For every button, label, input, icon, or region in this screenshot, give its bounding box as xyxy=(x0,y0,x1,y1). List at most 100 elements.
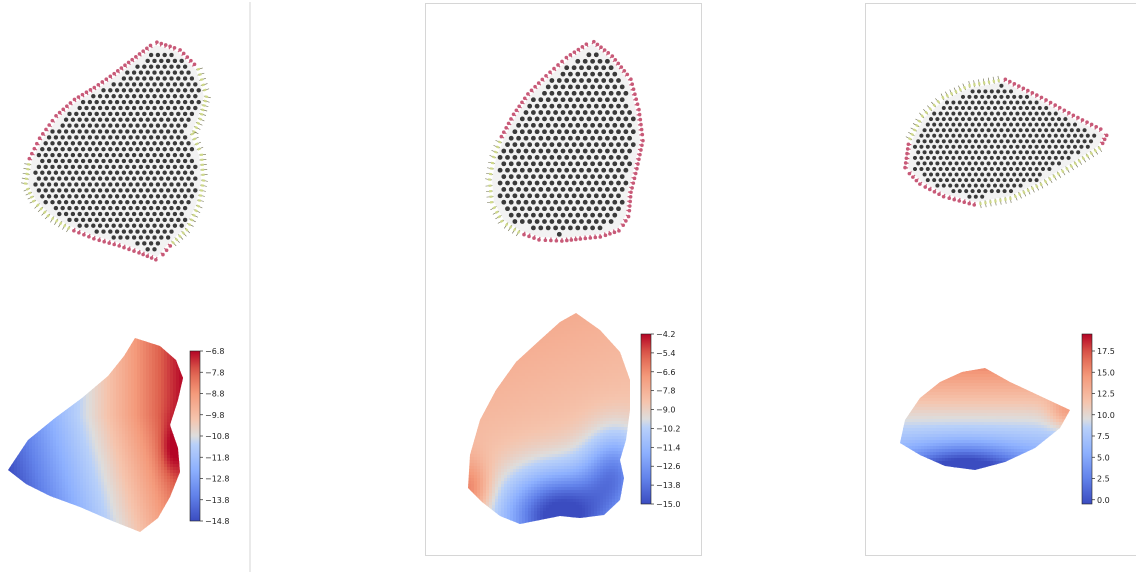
fluid-particle xyxy=(947,116,953,122)
fluid-particle xyxy=(541,192,548,199)
flow-boundary-particle xyxy=(192,137,197,141)
fluid-particle xyxy=(97,187,103,194)
fluid-particle xyxy=(941,171,947,178)
fluid-particle xyxy=(182,99,188,105)
fluid-particle xyxy=(141,146,148,152)
fluid-particle xyxy=(578,218,585,225)
fluid-particle xyxy=(185,69,192,76)
fluid-particle xyxy=(77,211,83,217)
right-colorbar-tick-label: 2.5 xyxy=(1097,475,1110,484)
fluid-particle xyxy=(148,181,154,188)
fluid-particle xyxy=(162,205,168,211)
fluid-particle xyxy=(49,164,56,170)
fluid-particle xyxy=(131,199,137,205)
fluid-particle xyxy=(162,217,168,223)
fluid-particle xyxy=(615,103,622,110)
fluid-particle xyxy=(950,166,956,172)
wall-boundary-particle xyxy=(626,214,631,219)
wall-boundary-particle xyxy=(598,235,603,239)
fluid-particle xyxy=(970,188,976,194)
fluid-particle xyxy=(70,140,76,147)
right-colorbar-tick-label: 15.0 xyxy=(1097,368,1115,377)
flow-boundary-particle xyxy=(174,237,179,242)
fluid-particle xyxy=(593,154,600,161)
fluid-particle xyxy=(172,128,178,135)
fluid-particle xyxy=(165,128,171,135)
fluid-particle xyxy=(938,122,944,128)
fluid-particle xyxy=(989,122,995,128)
fluid-particle xyxy=(545,122,552,129)
fluid-particle xyxy=(541,90,548,97)
fluid-particle xyxy=(80,181,86,188)
fluid-particle xyxy=(1050,160,1056,166)
fluid-particle xyxy=(97,140,103,147)
fluid-particle xyxy=(128,146,134,152)
fluid-particle xyxy=(189,158,195,164)
fluid-particle xyxy=(148,146,154,152)
wall-boundary-particle xyxy=(92,85,97,90)
fluid-particle xyxy=(121,217,127,223)
fluid-particle xyxy=(138,152,144,158)
fluid-particle xyxy=(145,117,151,123)
fluid-particle xyxy=(1050,138,1056,144)
fluid-particle xyxy=(608,128,615,135)
fluid-particle xyxy=(1002,122,1008,128)
fluid-particle xyxy=(582,109,589,116)
right-colorbar-tick-label: 17.5 xyxy=(1097,347,1115,356)
fluid-particle xyxy=(87,111,93,117)
fluid-particle xyxy=(944,122,950,128)
left-colorbar-tick-label: −13.8 xyxy=(205,496,230,505)
wall-boundary-particle xyxy=(44,127,48,132)
fluid-particle xyxy=(1018,127,1024,133)
fluid-particle xyxy=(560,224,566,231)
flow-boundary-particle xyxy=(31,199,36,203)
left-colorbar-tick-label: −10.8 xyxy=(205,432,230,441)
flow-boundary-particle xyxy=(203,99,207,103)
wall-boundary-particle xyxy=(621,223,626,228)
fluid-particle xyxy=(97,211,103,217)
fluid-particle xyxy=(185,105,192,111)
fluid-particle xyxy=(165,81,171,88)
fluid-particle xyxy=(597,173,603,180)
fluid-particle xyxy=(560,83,566,90)
wall-boundary-particle xyxy=(637,157,641,162)
fluid-particle xyxy=(114,134,120,141)
fluid-particle xyxy=(597,148,603,154)
fluid-particle xyxy=(1037,127,1043,133)
fluid-particle xyxy=(162,99,168,105)
wall-boundary-particle xyxy=(628,195,633,199)
fluid-particle xyxy=(541,154,548,161)
fluid-particle xyxy=(578,115,585,122)
fluid-particle xyxy=(192,93,199,99)
fluid-particle xyxy=(589,122,596,129)
fluid-particle xyxy=(1056,160,1062,166)
fluid-particle xyxy=(87,205,93,211)
fluid-particle xyxy=(158,128,165,135)
flow-boundary-particle xyxy=(1056,172,1061,176)
flow-boundary-particle xyxy=(27,191,32,195)
fluid-particle xyxy=(534,205,541,212)
fluid-particle xyxy=(1066,133,1072,139)
right-colorbar-tick-label: 7.5 xyxy=(1097,432,1110,441)
fluid-particle xyxy=(145,246,151,253)
flow-boundary-particle xyxy=(35,203,40,208)
fluid-particle xyxy=(928,149,934,155)
wall-boundary-particle xyxy=(154,257,158,262)
fluid-particle xyxy=(128,87,134,94)
fluid-particle xyxy=(1014,166,1020,172)
flow-boundary-particle xyxy=(488,172,493,176)
fluid-particle xyxy=(1011,127,1017,133)
fluid-particle xyxy=(179,105,185,111)
fluid-particle xyxy=(124,175,131,182)
fluid-particle xyxy=(1030,105,1036,111)
fluid-particle xyxy=(131,93,137,99)
fluid-particle xyxy=(931,122,937,128)
fluid-particle xyxy=(121,170,127,176)
fluid-particle xyxy=(175,87,182,94)
fluid-particle xyxy=(138,164,144,170)
fluid-particle xyxy=(931,144,937,150)
fluid-particle xyxy=(168,170,175,176)
fluid-particle xyxy=(526,205,533,212)
wall-boundary-particle xyxy=(1039,95,1044,100)
fluid-particle xyxy=(138,128,144,135)
